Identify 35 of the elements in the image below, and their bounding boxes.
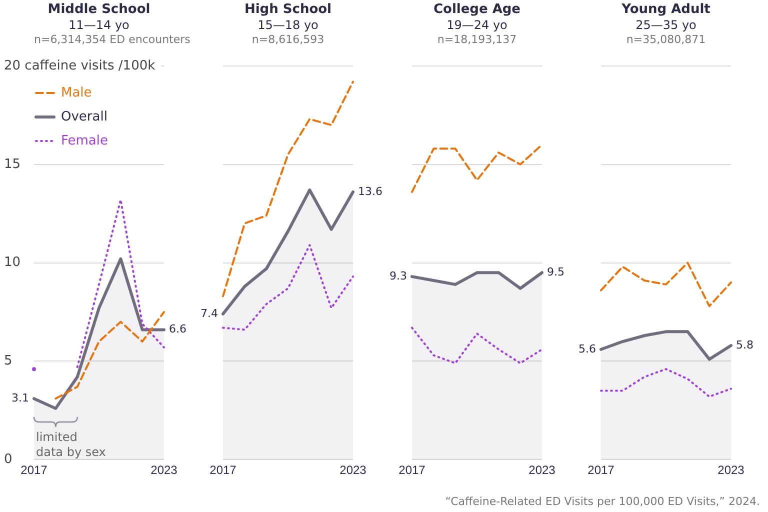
x-tick-label: 2023 (718, 463, 745, 478)
data-label: 3.1 (12, 391, 29, 404)
legend-label: Male (61, 85, 92, 100)
y-tick-label: 10 (4, 255, 21, 270)
chart-subtitle: 15—18 yo n=8,616,593 (250, 18, 326, 47)
annotation: limited data by sex (36, 430, 106, 460)
x-tick-label: 2017 (588, 463, 615, 478)
line-series (54, 311, 165, 400)
data-label: 9.5 (547, 266, 564, 278)
data-label: 6.6 (169, 322, 186, 336)
x-tick-label: 2017 (210, 463, 237, 478)
chart-subtitle: 19—24 yo n=18,193,137 (436, 18, 518, 47)
chart-title: College Age (432, 2, 522, 18)
legend-label: Overall (61, 109, 108, 124)
y-tick-label: 0 (4, 452, 12, 467)
data-label: 7.4 (200, 306, 218, 320)
x-tick-label: 2023 (528, 463, 556, 478)
chart-title: Middle School (46, 2, 152, 18)
chart-title: High School (243, 2, 333, 18)
chart-title: Young Adult (620, 2, 712, 18)
data-label: 5.6 (578, 342, 596, 356)
x-tick-label: 2023 (150, 463, 178, 478)
chart-subtitle: 11—14 yo n=6,314,354 ED encounters (34, 18, 190, 47)
x-tick-label: 2017 (398, 463, 426, 478)
x-tick-label: 2023 (340, 463, 367, 478)
y-tick-label: 5 (4, 354, 12, 369)
data-label: 5.8 (736, 338, 754, 352)
chart-subtitle: 25—35 yo n=35,080,871 (625, 18, 707, 47)
y-tick-label: 20 caffeine visits /100k (4, 58, 156, 74)
y-tick-label: 15 (4, 156, 21, 172)
legend-label: Female (61, 133, 108, 148)
x-tick-label: 2017 (20, 463, 48, 478)
data-label: 13.6 (358, 184, 382, 198)
text: “Caffeine-Related ED Visits per 100,000 ED Visits,” 2024. (445, 495, 760, 508)
data-label: 9.3 (390, 269, 407, 282)
